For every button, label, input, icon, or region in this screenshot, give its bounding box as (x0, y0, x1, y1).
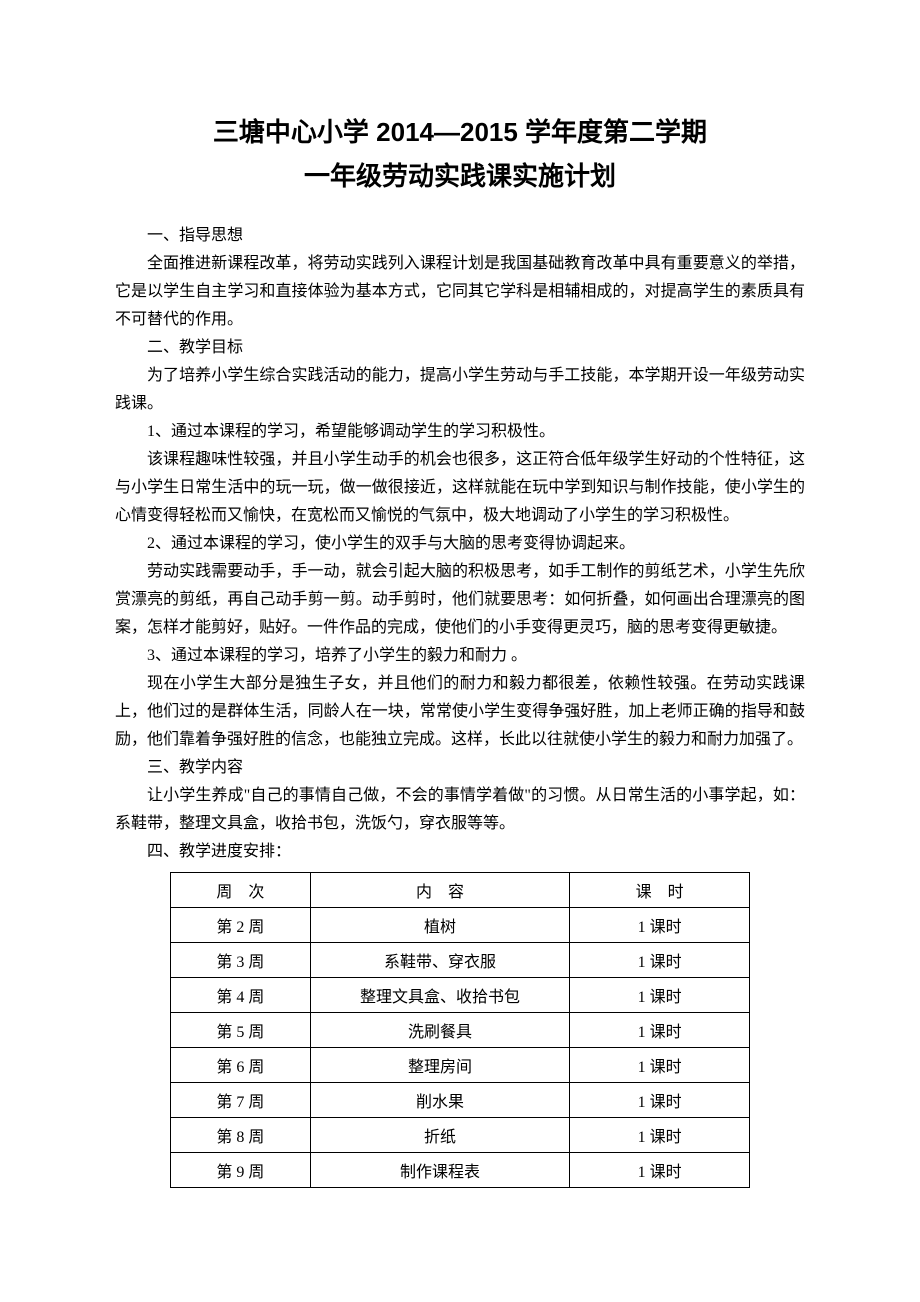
table-row: 第 7 周削水果1 课时 (171, 1083, 750, 1118)
table-cell-hours: 1 课时 (570, 943, 750, 978)
section-3-heading: 三、教学内容 (115, 754, 805, 782)
table-row: 第 9 周制作课程表1 课时 (171, 1153, 750, 1188)
table-cell-hours: 1 课时 (570, 1118, 750, 1153)
section-2-p2: 1、通过本课程的学习，希望能够调动学生的学习积极性。 (115, 418, 805, 446)
table-cell-content: 折纸 (310, 1118, 570, 1153)
table-cell-content: 洗刷餐具 (310, 1013, 570, 1048)
table-cell-hours: 1 课时 (570, 1013, 750, 1048)
section-4-heading: 四、教学进度安排： (115, 838, 805, 866)
table-row: 第 5 周洗刷餐具1 课时 (171, 1013, 750, 1048)
table-header-week: 周 次 (171, 873, 311, 908)
section-2-p4: 2、通过本课程的学习，使小学生的双手与大脑的思考变得协调起来。 (115, 530, 805, 558)
table-cell-content: 整理房间 (310, 1048, 570, 1083)
section-2-p3: 该课程趣味性较强，并且小学生动手的机会也很多，这正符合低年级学生好动的个性特征，… (115, 446, 805, 530)
table-cell-week: 第 7 周 (171, 1083, 311, 1118)
table-row: 第 2 周植树1 课时 (171, 908, 750, 943)
table-cell-week: 第 9 周 (171, 1153, 311, 1188)
table-cell-hours: 1 课时 (570, 1083, 750, 1118)
table-cell-hours: 1 课时 (570, 1153, 750, 1188)
section-2-p6: 3、通过本课程的学习，培养了小学生的毅力和耐力 。 (115, 642, 805, 670)
table-cell-week: 第 2 周 (171, 908, 311, 943)
table-body: 第 2 周植树1 课时第 3 周系鞋带、穿衣服1 课时第 4 周整理文具盒、收拾… (171, 908, 750, 1188)
table-cell-week: 第 4 周 (171, 978, 311, 1013)
table-header-content: 内 容 (310, 873, 570, 908)
section-2-p5: 劳动实践需要动手，手一动，就会引起大脑的积极思考，如手工制作的剪纸艺术，小学生先… (115, 558, 805, 642)
table-cell-hours: 1 课时 (570, 978, 750, 1013)
document-body: 一、指导思想 全面推进新课程改革，将劳动实践列入课程计划是我国基础教育改革中具有… (115, 222, 805, 1188)
table-row: 第 6 周整理房间1 课时 (171, 1048, 750, 1083)
table-header-hours: 课 时 (570, 873, 750, 908)
section-1-heading: 一、指导思想 (115, 222, 805, 250)
table-cell-content: 制作课程表 (310, 1153, 570, 1188)
section-2-heading: 二、教学目标 (115, 334, 805, 362)
table-cell-week: 第 3 周 (171, 943, 311, 978)
table-row: 第 4 周整理文具盒、收拾书包1 课时 (171, 978, 750, 1013)
table-cell-content: 植树 (310, 908, 570, 943)
section-2-p1: 为了培养小学生综合实践活动的能力，提高小学生劳动与手工技能，本学期开设一年级劳动… (115, 362, 805, 418)
table-header-row: 周 次 内 容 课 时 (171, 873, 750, 908)
table-cell-content: 整理文具盒、收拾书包 (310, 978, 570, 1013)
table-cell-week: 第 8 周 (171, 1118, 311, 1153)
table-cell-hours: 1 课时 (570, 1048, 750, 1083)
section-2-p7: 现在小学生大部分是独生子女，并且他们的耐力和毅力都很差，依赖性较强。在劳动实践课… (115, 670, 805, 754)
table-cell-week: 第 6 周 (171, 1048, 311, 1083)
title-line-1: 三塘中心小学 2014—2015 学年度第二学期 (115, 110, 805, 154)
table-row: 第 3 周系鞋带、穿衣服1 课时 (171, 943, 750, 978)
section-1-p1: 全面推进新课程改革，将劳动实践列入课程计划是我国基础教育改革中具有重要意义的举措… (115, 250, 805, 334)
table-cell-content: 系鞋带、穿衣服 (310, 943, 570, 978)
title-line-2: 一年级劳动实践课实施计划 (115, 154, 805, 198)
document-title: 三塘中心小学 2014—2015 学年度第二学期 一年级劳动实践课实施计划 (115, 110, 805, 198)
table-row: 第 8 周折纸1 课时 (171, 1118, 750, 1153)
table-cell-week: 第 5 周 (171, 1013, 311, 1048)
table-cell-content: 削水果 (310, 1083, 570, 1118)
schedule-table: 周 次 内 容 课 时 第 2 周植树1 课时第 3 周系鞋带、穿衣服1 课时第… (170, 872, 750, 1188)
table-cell-hours: 1 课时 (570, 908, 750, 943)
section-3-p1: 让小学生养成"自己的事情自己做，不会的事情学着做"的习惯。从日常生活的小事学起，… (115, 782, 805, 838)
